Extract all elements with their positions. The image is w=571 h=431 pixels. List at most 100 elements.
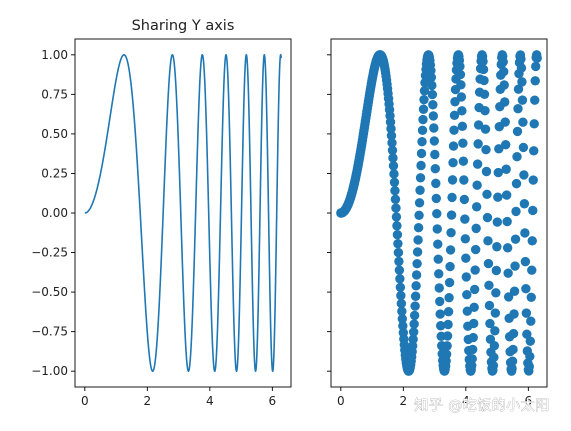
scatter-point bbox=[478, 64, 489, 75]
scatter-point bbox=[395, 282, 406, 292]
scatter-point bbox=[510, 261, 520, 271]
y-tick-label: 0.00 bbox=[41, 206, 68, 220]
plot-area bbox=[336, 50, 542, 376]
scatter-point bbox=[482, 189, 492, 199]
scatter-point bbox=[513, 84, 524, 94]
scatter-point bbox=[387, 138, 397, 148]
scatter-point bbox=[393, 238, 403, 249]
scatter-point bbox=[426, 72, 437, 83]
scatter-point bbox=[429, 136, 440, 146]
scatter-point bbox=[507, 356, 518, 366]
scatter-point bbox=[450, 97, 460, 107]
scatter-point bbox=[414, 198, 425, 208]
scatter-point bbox=[457, 106, 467, 116]
scatter-point bbox=[426, 65, 436, 76]
scatter-point bbox=[473, 139, 483, 149]
x-tick-label: 6 bbox=[525, 394, 533, 408]
scatter-point bbox=[508, 328, 519, 339]
scatter-point bbox=[427, 80, 437, 91]
scatter-point bbox=[415, 173, 426, 183]
scatter-point bbox=[431, 193, 441, 204]
scatter-point bbox=[469, 302, 479, 313]
scatter-point bbox=[409, 319, 419, 329]
scatter-point bbox=[391, 212, 402, 222]
scatter-point bbox=[390, 194, 401, 205]
scatter-point bbox=[413, 235, 423, 245]
scatter-point bbox=[467, 360, 477, 371]
scatter-point bbox=[500, 97, 510, 107]
y-tick-label: 0.50 bbox=[41, 127, 68, 141]
scatter-point bbox=[489, 352, 499, 363]
scatter-point bbox=[441, 356, 451, 366]
scatter-point bbox=[507, 363, 517, 374]
scatter-point bbox=[532, 53, 542, 63]
scatter-point bbox=[410, 291, 421, 301]
scatter-point bbox=[462, 306, 472, 316]
scatter-point bbox=[478, 56, 488, 67]
scatter-point bbox=[484, 280, 494, 290]
scatter-point bbox=[528, 175, 538, 185]
scatter-point bbox=[480, 105, 490, 116]
scatter-point bbox=[392, 221, 402, 231]
scatter-point bbox=[530, 95, 540, 105]
scatter-point bbox=[483, 236, 493, 246]
scatter-point bbox=[491, 265, 502, 276]
scatter-point bbox=[408, 334, 418, 345]
series-line bbox=[84, 53, 282, 373]
scatter-point bbox=[388, 161, 399, 171]
scatter-point bbox=[468, 332, 478, 343]
scatter-point bbox=[509, 286, 520, 296]
scatter-point bbox=[525, 351, 535, 362]
scatter-point bbox=[418, 114, 428, 125]
scatter-point bbox=[527, 265, 537, 275]
scatter-point bbox=[416, 160, 426, 171]
scatter-point bbox=[516, 54, 526, 64]
scatter-point bbox=[409, 310, 420, 321]
scatter-point bbox=[444, 292, 454, 303]
scatter-point bbox=[510, 234, 521, 244]
scatter-point bbox=[471, 223, 481, 234]
scatter-point bbox=[501, 164, 511, 174]
scatter-point bbox=[396, 298, 407, 309]
scatter-point bbox=[516, 63, 527, 73]
scatter-point bbox=[386, 130, 397, 141]
scatter-point bbox=[494, 144, 504, 154]
scatter-point bbox=[386, 124, 396, 134]
scatter-point bbox=[394, 256, 404, 267]
scatter-point bbox=[456, 80, 466, 90]
x-tick-label: 2 bbox=[400, 394, 408, 408]
axes-frame bbox=[74, 38, 292, 388]
scatter-point bbox=[490, 308, 501, 318]
scatter-point bbox=[531, 61, 541, 72]
scatter-point bbox=[529, 119, 539, 129]
scatter-point bbox=[449, 125, 459, 135]
scatter-point bbox=[527, 236, 537, 246]
y-tick-label: −0.25 bbox=[31, 246, 68, 260]
scatter-point bbox=[408, 327, 419, 337]
scatter-point bbox=[483, 258, 494, 269]
scatter-point bbox=[470, 244, 481, 255]
scatter-point bbox=[444, 277, 455, 288]
scatter-point bbox=[520, 256, 531, 267]
x-tick-label: 0 bbox=[337, 394, 345, 408]
scatter-point bbox=[484, 300, 495, 311]
scatter-point bbox=[517, 77, 527, 87]
scatter-point bbox=[390, 186, 400, 196]
scatter-point bbox=[414, 210, 424, 220]
scatter-point bbox=[387, 145, 398, 155]
scatter-point bbox=[520, 228, 530, 238]
scatter-point bbox=[488, 360, 499, 371]
scatter-point bbox=[526, 316, 536, 326]
scatter-point bbox=[467, 354, 477, 364]
scatter-point bbox=[500, 139, 511, 150]
scatter-point bbox=[528, 205, 538, 216]
y-tick-label: −0.50 bbox=[31, 285, 68, 299]
scatter-point bbox=[530, 76, 540, 86]
watermark-text: 知乎 @吃饭的小太阳 bbox=[414, 397, 549, 414]
scatter-point bbox=[498, 57, 508, 67]
scatter-point bbox=[457, 121, 468, 132]
scatter-point bbox=[411, 270, 422, 280]
scatter-point bbox=[419, 94, 429, 105]
scatter-point bbox=[469, 318, 479, 329]
